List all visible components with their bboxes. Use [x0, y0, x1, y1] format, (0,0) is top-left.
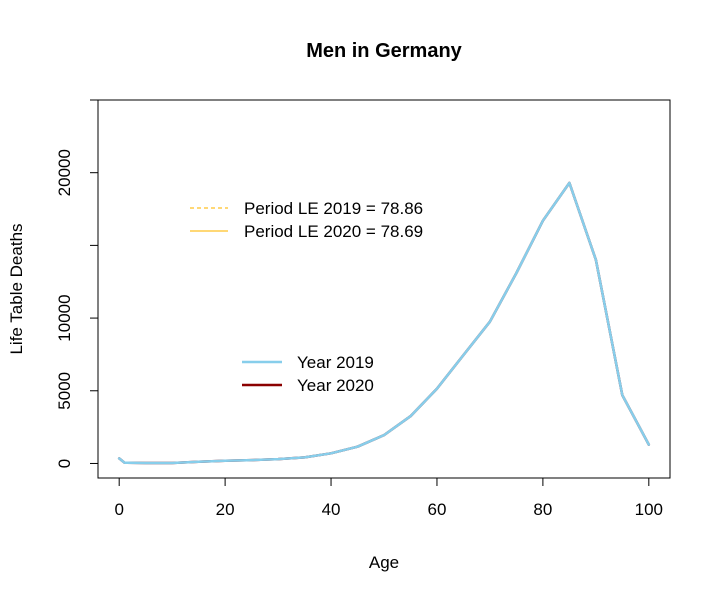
series-line — [117, 181, 651, 465]
x-axis: 0 20 40 60 80 100 — [114, 478, 663, 519]
x-tick-label: 80 — [533, 500, 552, 519]
x-tick-label: 20 — [216, 500, 235, 519]
x-tick-label: 40 — [322, 500, 341, 519]
x-axis-label: Age — [369, 553, 399, 572]
x-tick-label: 60 — [428, 500, 447, 519]
y-tick-label: 20000 — [55, 149, 74, 196]
x-tick-label: 100 — [635, 500, 663, 519]
chart-title: Men in Germany — [306, 40, 462, 62]
legend-years: Year 2019 Year 2020 — [242, 353, 374, 395]
y-tick-label: 10000 — [55, 294, 74, 341]
legend-period-le: Period LE 2019 = 78.86 Period LE 2020 = 7… — [190, 199, 423, 241]
legend-label: Period LE 2020 = 78.69 — [244, 222, 423, 241]
legend-label: Year 2020 — [297, 376, 374, 395]
x-tick-label: 0 — [114, 500, 123, 519]
series-layer — [117, 181, 651, 465]
legend-label: Year 2019 — [297, 353, 374, 372]
y-tick-label: 0 — [55, 459, 74, 468]
legend-label: Period LE 2019 = 78.86 — [244, 199, 423, 218]
plot-frame — [97, 99, 671, 479]
y-axis: 0 5000 10000 20000 — [55, 99, 98, 468]
y-axis-label: Life Table Deaths — [7, 223, 26, 354]
y-tick-label: 5000 — [55, 372, 74, 410]
